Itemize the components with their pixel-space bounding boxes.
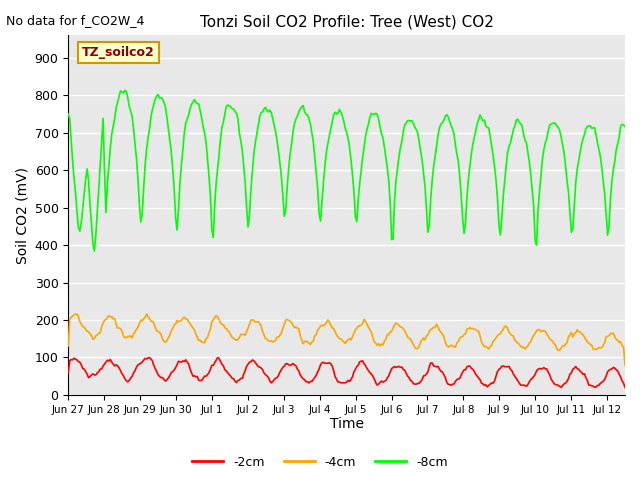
Title: Tonzi Soil CO2 Profile: Tree (West) CO2: Tonzi Soil CO2 Profile: Tree (West) CO2 xyxy=(200,15,493,30)
Legend: -2cm, -4cm, -8cm: -2cm, -4cm, -8cm xyxy=(187,451,453,474)
Y-axis label: Soil CO2 (mV): Soil CO2 (mV) xyxy=(15,167,29,264)
X-axis label: Time: Time xyxy=(330,418,364,432)
Text: No data for f_CO2W_4: No data for f_CO2W_4 xyxy=(6,14,145,27)
Text: TZ_soilco2: TZ_soilco2 xyxy=(82,46,155,59)
